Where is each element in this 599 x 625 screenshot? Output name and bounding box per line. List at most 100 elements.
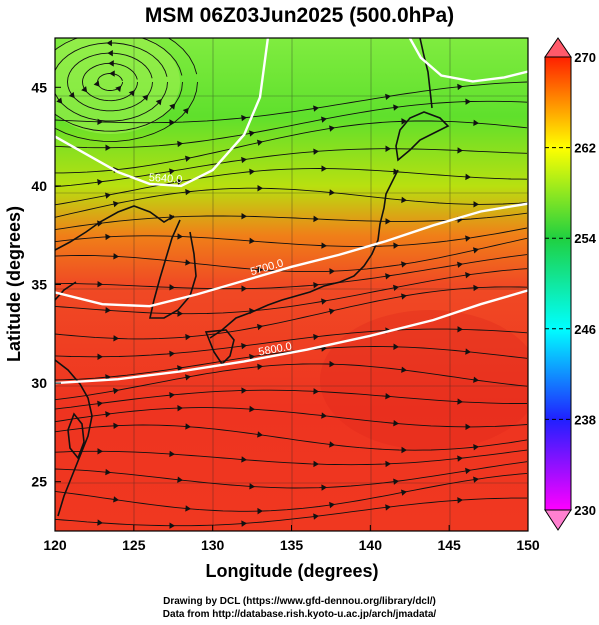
stream-arrow	[105, 468, 111, 476]
stream-arrow	[185, 374, 191, 381]
stream-arrow	[97, 179, 103, 186]
stream-arrow	[105, 306, 111, 314]
stream-arrow	[113, 387, 119, 395]
contour-line	[55, 202, 528, 308]
stream-arrow	[313, 105, 319, 112]
stream-arrow	[142, 94, 149, 101]
streamline	[55, 461, 528, 489]
stream-arrow	[401, 261, 407, 268]
stream-arrow	[105, 233, 111, 241]
chart-title: MSM 06Z03Jun2025 (500.0hPa)	[144, 4, 455, 27]
stream-arrow	[249, 130, 255, 137]
streamline	[55, 389, 527, 410]
y-tick-label: 35	[31, 277, 47, 293]
colorbar-tick-label: 246	[574, 322, 596, 337]
stream-arrow	[321, 484, 327, 491]
coastline-china	[55, 205, 175, 517]
stream-arrow	[457, 455, 463, 462]
x-tick-label: 145	[437, 537, 461, 553]
colorbar-tick-label: 238	[574, 412, 596, 427]
stream-arrow	[329, 501, 335, 509]
streamline	[55, 424, 528, 451]
stream-arrow	[465, 98, 471, 105]
stream-arrow	[249, 168, 255, 175]
stream-arrow	[93, 80, 100, 87]
streamline-vortex	[67, 52, 153, 112]
stream-arrow	[105, 19, 111, 25]
stream-arrow	[177, 476, 183, 483]
stream-arrow	[401, 118, 407, 125]
stream-arrow	[385, 145, 391, 152]
stream-arrow	[169, 522, 175, 529]
stream-arrow	[177, 404, 183, 412]
stream-arrow	[321, 298, 327, 305]
stream-arrow	[68, 91, 75, 99]
stream-arrow	[81, 86, 88, 93]
stream-arrow	[177, 233, 183, 240]
stream-arrow	[257, 185, 263, 192]
y-tick-label: 25	[31, 474, 47, 490]
x-tick-label: 130	[201, 537, 225, 553]
stream-arrow	[177, 365, 183, 372]
stream-arrow	[385, 504, 391, 511]
stream-arrow	[329, 268, 335, 275]
stream-arrow	[313, 513, 319, 520]
stream-arrow	[401, 196, 407, 204]
streamline	[55, 237, 528, 273]
streamline-vortex	[55, 38, 183, 132]
streamline	[55, 449, 528, 466]
colorbar-top-arrow	[544, 37, 572, 58]
stream-arrow	[392, 284, 399, 292]
stream-arrow	[320, 116, 327, 123]
y-tick-label: 30	[31, 375, 47, 391]
stream-arrow	[393, 478, 399, 485]
stream-arrow	[401, 446, 407, 454]
stream-arrow	[177, 310, 183, 317]
stream-arrow	[393, 343, 399, 350]
stream-arrow	[97, 353, 103, 360]
stream-arrow	[257, 266, 263, 273]
streamline	[55, 81, 528, 124]
stream-arrow	[257, 363, 263, 371]
streamline	[55, 168, 528, 206]
stream-arrow	[56, 97, 63, 104]
streamline	[55, 100, 528, 149]
stream-arrow	[107, 50, 113, 57]
y-tick-label: 45	[31, 79, 47, 95]
colorbar-ticks: 230 238 246 254 262 270	[545, 50, 597, 518]
x-tick-label: 135	[280, 537, 304, 553]
stream-arrow	[457, 261, 463, 268]
contour-line	[408, 38, 528, 83]
stream-arrow	[313, 460, 319, 468]
stream-arrow	[105, 411, 111, 418]
stream-arrow	[401, 366, 407, 373]
stream-arrow	[393, 242, 399, 249]
stream-arrow	[249, 307, 255, 315]
stream-arrow	[249, 353, 255, 361]
colorbar: 230 238 246 254 262 270	[544, 37, 597, 531]
y-tick-label: 40	[31, 178, 47, 194]
stream-arrow	[113, 335, 119, 342]
stream-arrow	[185, 423, 191, 430]
stream-arrow	[385, 273, 391, 280]
stream-arrow	[177, 178, 183, 186]
streamline-vortex	[82, 62, 138, 102]
stream-arrow	[465, 423, 471, 431]
colorbar-tick-label: 254	[574, 231, 596, 246]
x-axis: 120 125 130 135 140 145 150	[43, 525, 540, 553]
stream-arrow	[473, 284, 479, 292]
x-tick-label: 150	[516, 537, 540, 553]
stream-arrow	[241, 114, 247, 122]
stream-arrow	[257, 431, 263, 438]
x-tick-label: 140	[359, 537, 383, 553]
stream-arrow	[465, 467, 471, 475]
stream-arrow	[393, 168, 399, 175]
coastline-hokkaido	[395, 111, 450, 162]
stream-arrow	[105, 30, 111, 36]
coastline-sakhalin	[419, 38, 433, 109]
stream-arrow	[465, 272, 471, 279]
stream-arrow	[182, 107, 189, 115]
stream-arrow	[249, 483, 255, 490]
stream-arrow	[472, 247, 479, 254]
